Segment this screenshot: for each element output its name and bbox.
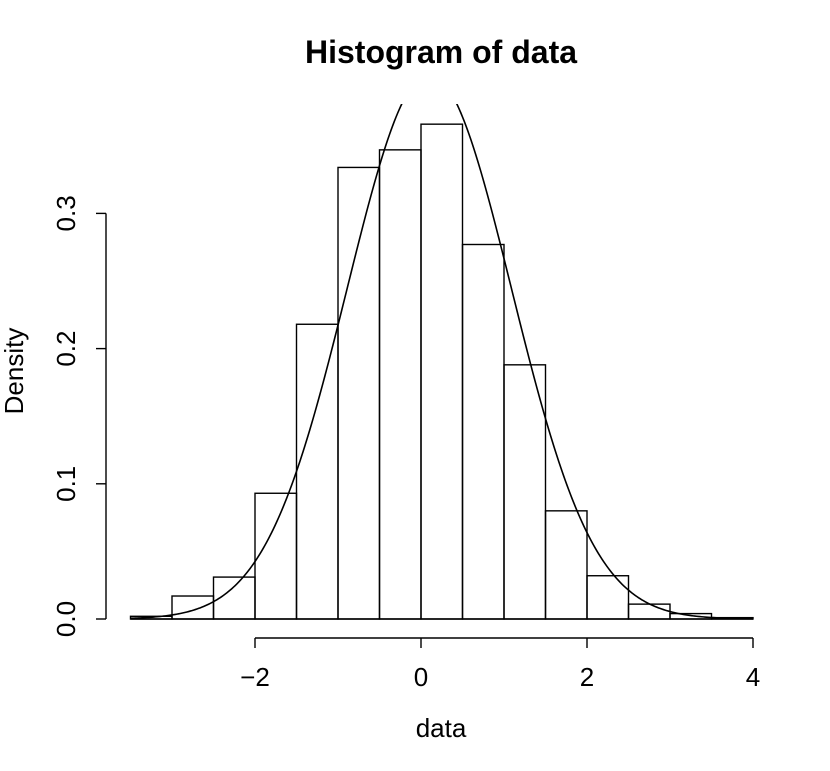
y-tick-label: 0.3 [51, 195, 81, 231]
histogram-bar [461, 243, 505, 620]
histogram-bar [627, 603, 671, 620]
x-tick-label: 4 [746, 662, 760, 692]
x-axis: −2 0 2 4 [240, 637, 760, 692]
y-tick-label: 0.0 [51, 601, 81, 637]
y-tick-label: 0.2 [51, 331, 81, 367]
density-curve-layer [130, 104, 754, 620]
histogram-bar [378, 149, 422, 620]
chart-title: Histogram of data [305, 34, 577, 70]
x-tick-label: 0 [414, 662, 428, 692]
density-curve [130, 104, 754, 620]
histogram-bars [129, 123, 754, 620]
histogram-bar [544, 510, 588, 620]
x-tick-label: 2 [580, 662, 594, 692]
y-axis: 0.0 0.1 0.2 0.3 [51, 195, 107, 637]
histogram-bar [171, 595, 215, 620]
x-tick-label: −2 [240, 662, 270, 692]
x-axis-label: data [416, 713, 467, 743]
histogram-bar [503, 364, 547, 620]
histogram-bar [586, 575, 630, 620]
y-tick-label: 0.1 [51, 466, 81, 502]
histogram-bar [337, 166, 381, 620]
histogram-bar [254, 492, 298, 620]
histogram-bar [295, 323, 339, 620]
histogram-bar [420, 123, 464, 620]
y-axis-label: Density [0, 328, 29, 415]
